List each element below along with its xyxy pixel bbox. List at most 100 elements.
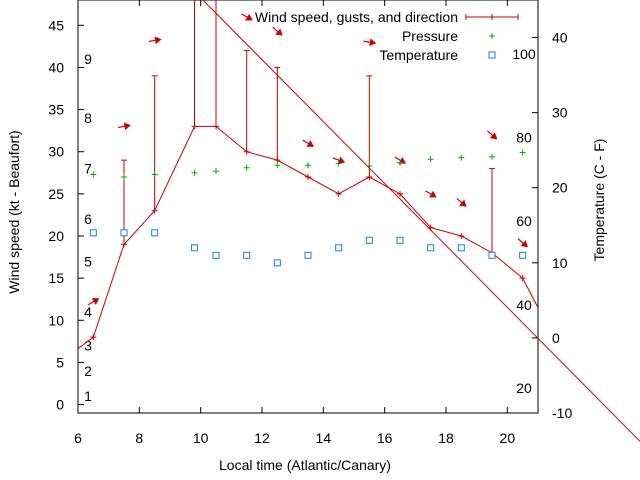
legend-swatch-plus <box>489 33 495 39</box>
plot-area <box>78 0 538 350</box>
wind-direction-arrow <box>517 238 529 248</box>
wind-direction-arrow <box>332 156 346 164</box>
fahrenheit-label: 20 <box>516 380 532 396</box>
wind-speed-point <box>519 275 526 282</box>
legend-label: Wind speed, gusts, and direction <box>255 9 458 25</box>
wind-direction-head <box>306 140 315 147</box>
wind-speed-point <box>366 174 373 180</box>
wind-speed-point <box>90 334 97 341</box>
temperature-point <box>151 229 159 237</box>
pressure-point <box>335 160 342 167</box>
y-tick-label: 30 <box>48 144 64 160</box>
y2-axis-label: Temperature (C - F) <box>591 139 607 262</box>
pressure-point <box>489 153 495 160</box>
y-tick-label: 20 <box>48 228 64 244</box>
pressure-point <box>90 171 97 178</box>
temperature-point <box>519 251 527 259</box>
axes: 6 8 10 12 14 16 18 20051015202530354045-1001020… <box>48 0 572 446</box>
temperature-point <box>427 244 435 252</box>
temperature-point <box>191 244 199 252</box>
wind-direction-arrow <box>487 130 498 140</box>
y2-tick-label: -10 <box>552 405 572 421</box>
wind-direction-head <box>275 28 283 36</box>
wind-speed-point <box>335 190 342 197</box>
pressure-point <box>458 154 465 161</box>
wind-speed-point <box>397 190 403 197</box>
y2-tick-label: 30 <box>552 105 568 121</box>
y-tick-label: 15 <box>48 270 64 286</box>
y-tick-label: 25 <box>48 186 64 202</box>
x-axis-label: Local time (Atlantic/Canary) <box>219 457 391 473</box>
wind-speed-point <box>151 207 158 214</box>
pressure-point <box>305 162 311 169</box>
axis-labels: Local time (Atlantic/Canary) Wind speed … <box>6 130 607 473</box>
pressure-point <box>191 169 198 176</box>
y2-tick-label: 20 <box>552 180 568 196</box>
temperature-point <box>212 251 220 259</box>
fahrenheit-label: 60 <box>516 213 532 229</box>
temperature-point <box>488 251 496 259</box>
wind-speed-point <box>121 241 127 248</box>
temperature-point <box>335 244 343 252</box>
temperature-point <box>304 251 312 259</box>
temperature-point <box>89 229 97 237</box>
beaufort-label: 5 <box>84 253 92 269</box>
wind-direction-head <box>337 156 346 164</box>
beaufort-label: 1 <box>84 388 92 404</box>
y-tick-label: 35 <box>48 102 64 118</box>
pressure-point <box>274 162 281 169</box>
wind-direction-head <box>369 38 377 47</box>
plot-series <box>78 0 640 443</box>
legend-label: Pressure <box>402 28 458 44</box>
legend-swatch-square <box>488 51 496 59</box>
pressure-point <box>213 168 219 175</box>
beaufort-label: 9 <box>84 51 92 67</box>
plot-frame <box>77 0 539 414</box>
wind-speed-point <box>243 148 250 155</box>
x-tick-label: 18 <box>438 430 454 446</box>
wind-direction-head <box>123 122 131 131</box>
legend-label: Temperature <box>379 47 458 63</box>
y2-tick-label: 0 <box>552 330 560 346</box>
beaufort-label: 2 <box>84 363 92 379</box>
temperature-point <box>243 251 251 259</box>
wind-direction-head <box>459 199 467 207</box>
x-tick-label: 14 <box>316 430 332 446</box>
wind-direction-arrow <box>456 197 467 207</box>
beaufort-label: 6 <box>84 211 92 227</box>
pressure-point <box>397 159 403 166</box>
temperature-point <box>273 259 281 267</box>
y2-tick-label: 10 <box>552 255 568 271</box>
pressure-point <box>151 171 158 178</box>
y-tick-label: 10 <box>48 312 64 328</box>
y-tick-label: 0 <box>56 397 64 413</box>
x-tick-label: 10 <box>193 430 209 446</box>
fahrenheit-label: 40 <box>516 297 532 313</box>
wind-direction-head <box>429 190 437 198</box>
wind-speed-point <box>458 233 465 239</box>
wind-direction-arrow <box>241 13 253 21</box>
wind-direction-arrow <box>425 190 437 198</box>
temperature-point <box>457 244 465 252</box>
wind-direction-head <box>489 132 498 140</box>
pressure-point <box>121 174 127 180</box>
pressure-point <box>427 156 434 163</box>
temperature-point <box>365 236 373 244</box>
y2-tick-label: 40 <box>552 30 568 46</box>
wind-direction-arrow <box>302 139 315 147</box>
temperature-point <box>120 229 128 237</box>
pressure-point <box>519 149 526 156</box>
beaufort-label: 8 <box>84 110 92 126</box>
y-tick-label: 45 <box>48 17 64 33</box>
x-tick-label: 8 <box>135 430 143 446</box>
wind-direction-head <box>154 36 162 45</box>
beaufort-label: 4 <box>84 304 92 320</box>
wind-direction-arrow <box>272 26 283 36</box>
trend-line <box>202 0 640 443</box>
wind-direction-head <box>520 240 529 248</box>
x-tick-label: 16 <box>377 430 393 446</box>
x-tick-label: 12 <box>254 430 270 446</box>
wind-direction-head <box>245 13 253 21</box>
x-tick-label: 6 <box>74 430 82 446</box>
y-axis-label: Wind speed (kt - Beaufort) <box>6 130 22 293</box>
